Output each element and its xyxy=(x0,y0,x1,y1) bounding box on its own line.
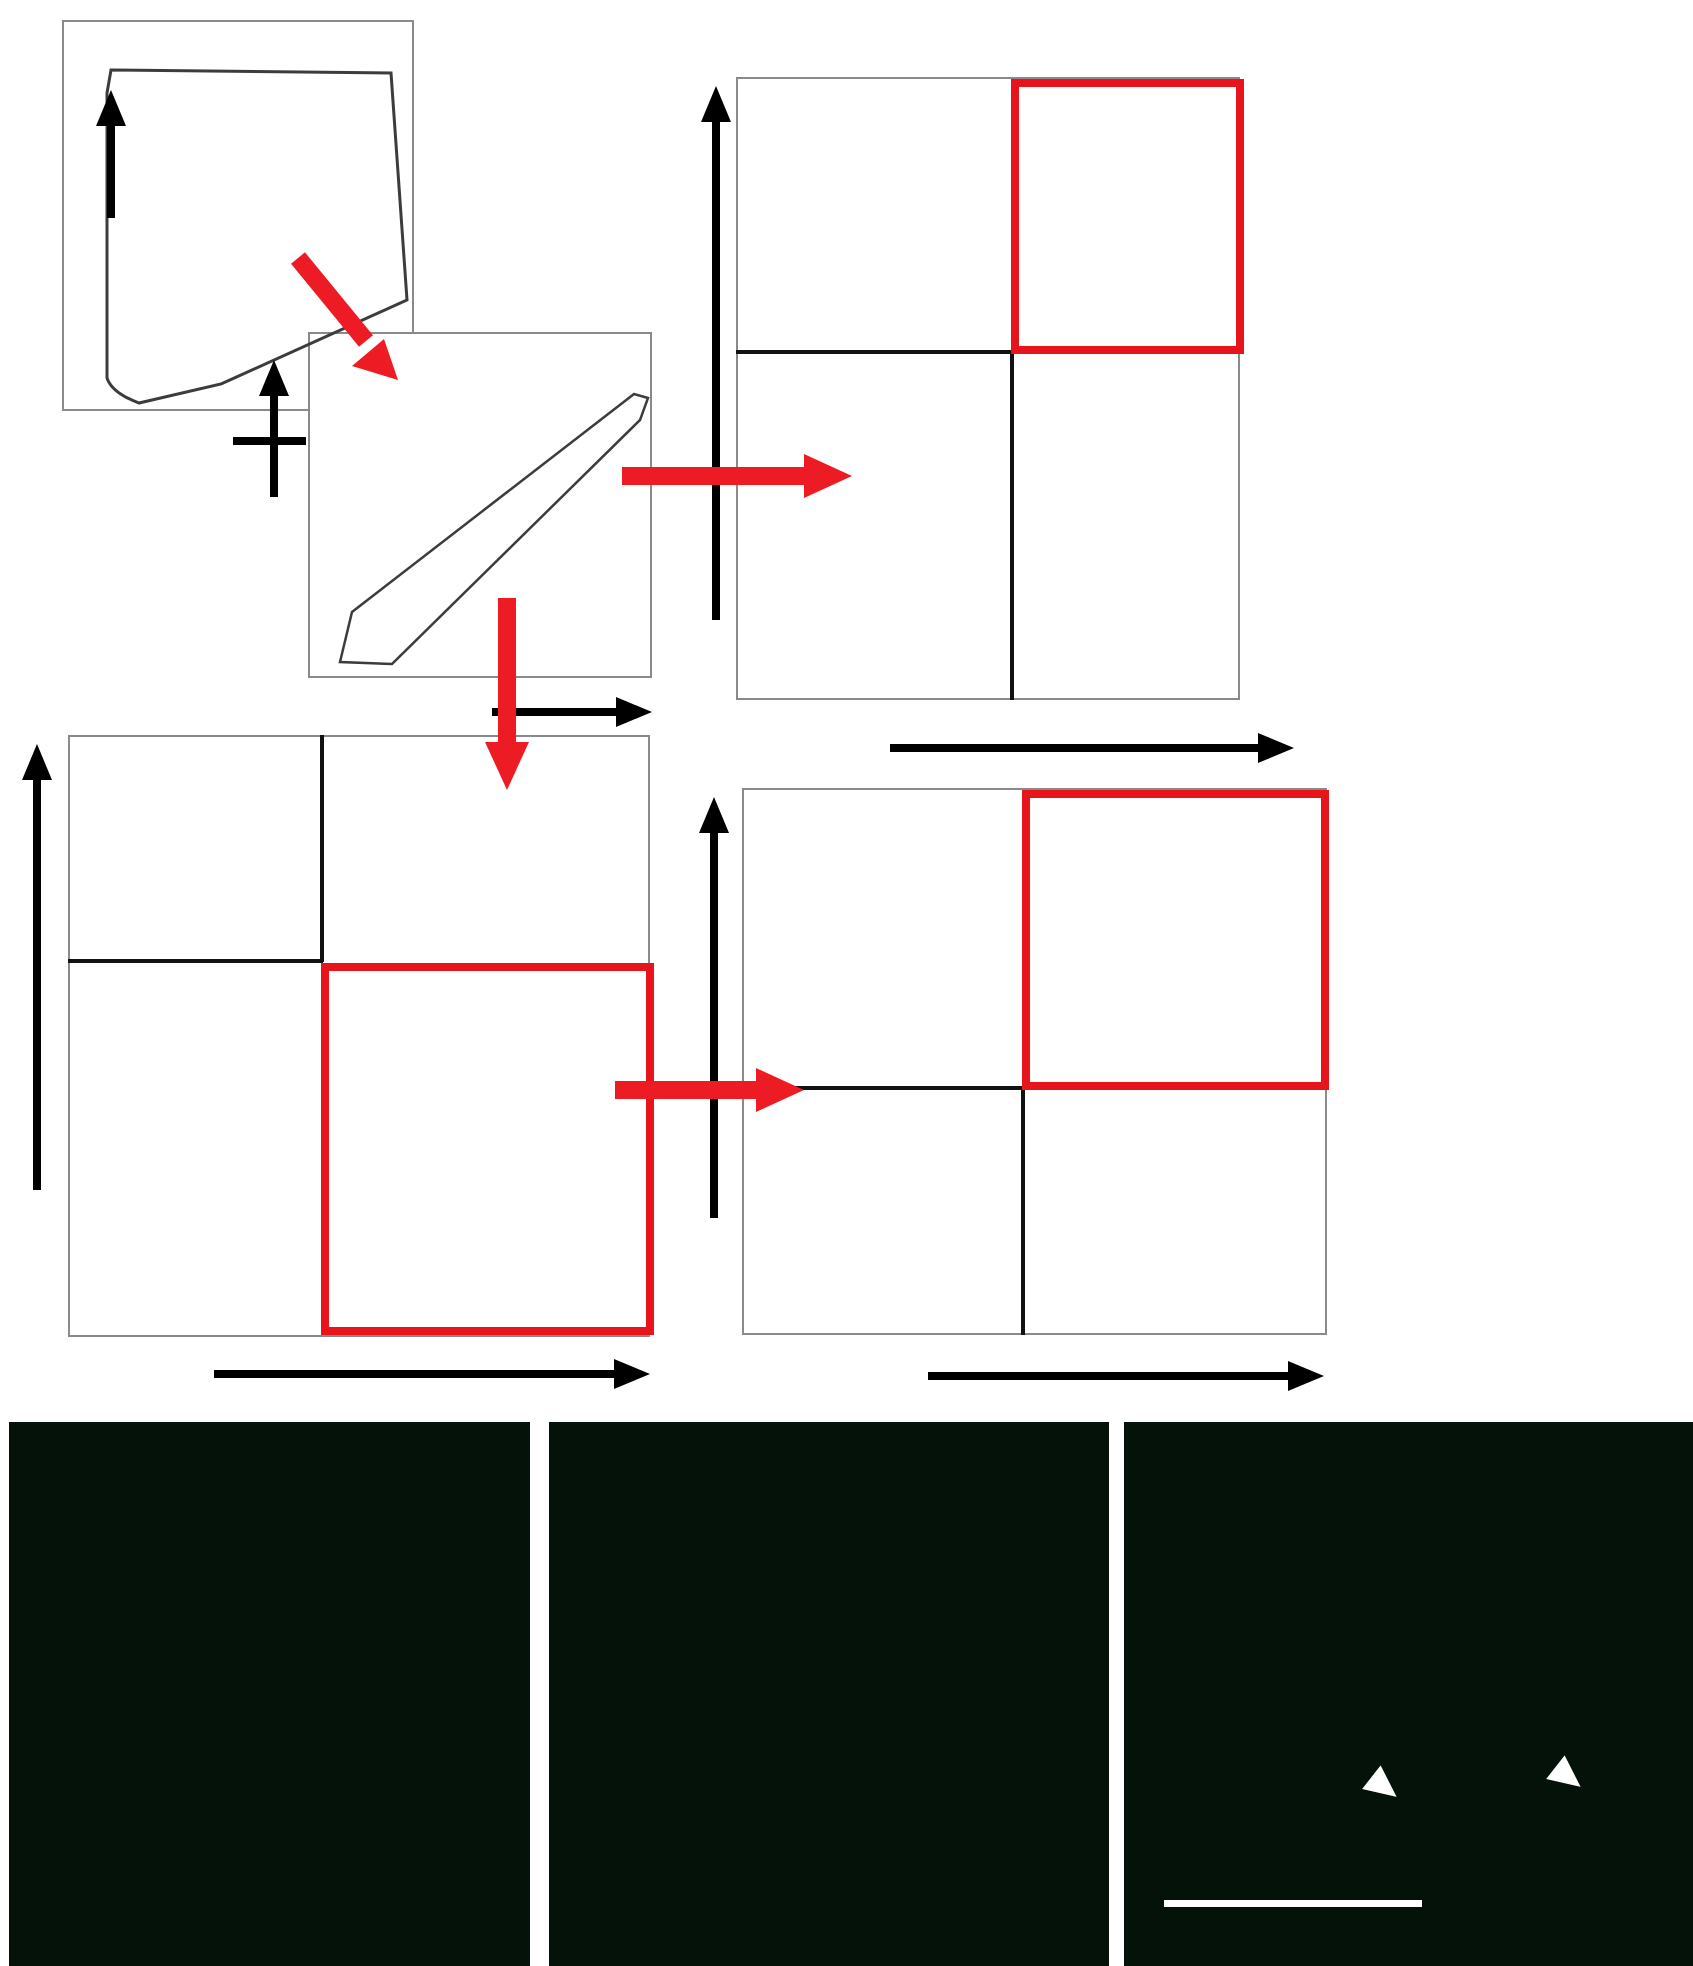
flow-plot-b xyxy=(736,77,1240,700)
fsca-singlets-axis-arrowhead xyxy=(616,697,652,727)
gate-cd45-gfp xyxy=(1011,79,1244,354)
scale-bar xyxy=(1164,1900,1422,1907)
flow-plot-e-density xyxy=(744,790,1325,1333)
micro-panel-h xyxy=(549,1422,1109,1966)
flow-plot-d-density xyxy=(70,737,648,1335)
flow-plot-singlets xyxy=(308,332,652,678)
gfp-b-axis-arrowhead xyxy=(701,86,731,122)
quadrant-d-vertical xyxy=(320,735,324,962)
quadrant-b-vertical xyxy=(1010,352,1014,700)
micro-image-13gy xyxy=(1124,1422,1693,1966)
flow-plot-singlets-density xyxy=(310,334,650,676)
quadrant-e-vertical xyxy=(1021,1088,1025,1335)
micro-panel-i xyxy=(1124,1422,1693,1966)
flow-plot-e xyxy=(742,788,1327,1335)
cd11b-axis-arrowhead xyxy=(1288,1361,1324,1391)
cd45-b-axis-arrowhead xyxy=(1258,733,1294,763)
quadrant-b-horizontal xyxy=(736,350,1013,354)
quadrant-e-horizontal xyxy=(742,1086,1024,1090)
ly6g-axis-arrowhead xyxy=(22,744,52,780)
flow-plot-d xyxy=(68,735,650,1337)
micro-image-8gy xyxy=(9,1422,530,1966)
quadrant-d-horizontal xyxy=(68,959,323,963)
gate-ly6g-neg-cd45-pos xyxy=(321,963,654,1335)
micro-image-10-5gy xyxy=(549,1422,1109,1966)
cd45-d-axis-arrowhead xyxy=(614,1359,650,1389)
micro-panel-g xyxy=(9,1422,530,1966)
gfp-e-axis-arrowhead xyxy=(699,797,729,833)
gate-cd45-ly6g-cd11b-gfp xyxy=(1022,790,1329,1090)
flow-plot-b-density xyxy=(738,79,1238,698)
